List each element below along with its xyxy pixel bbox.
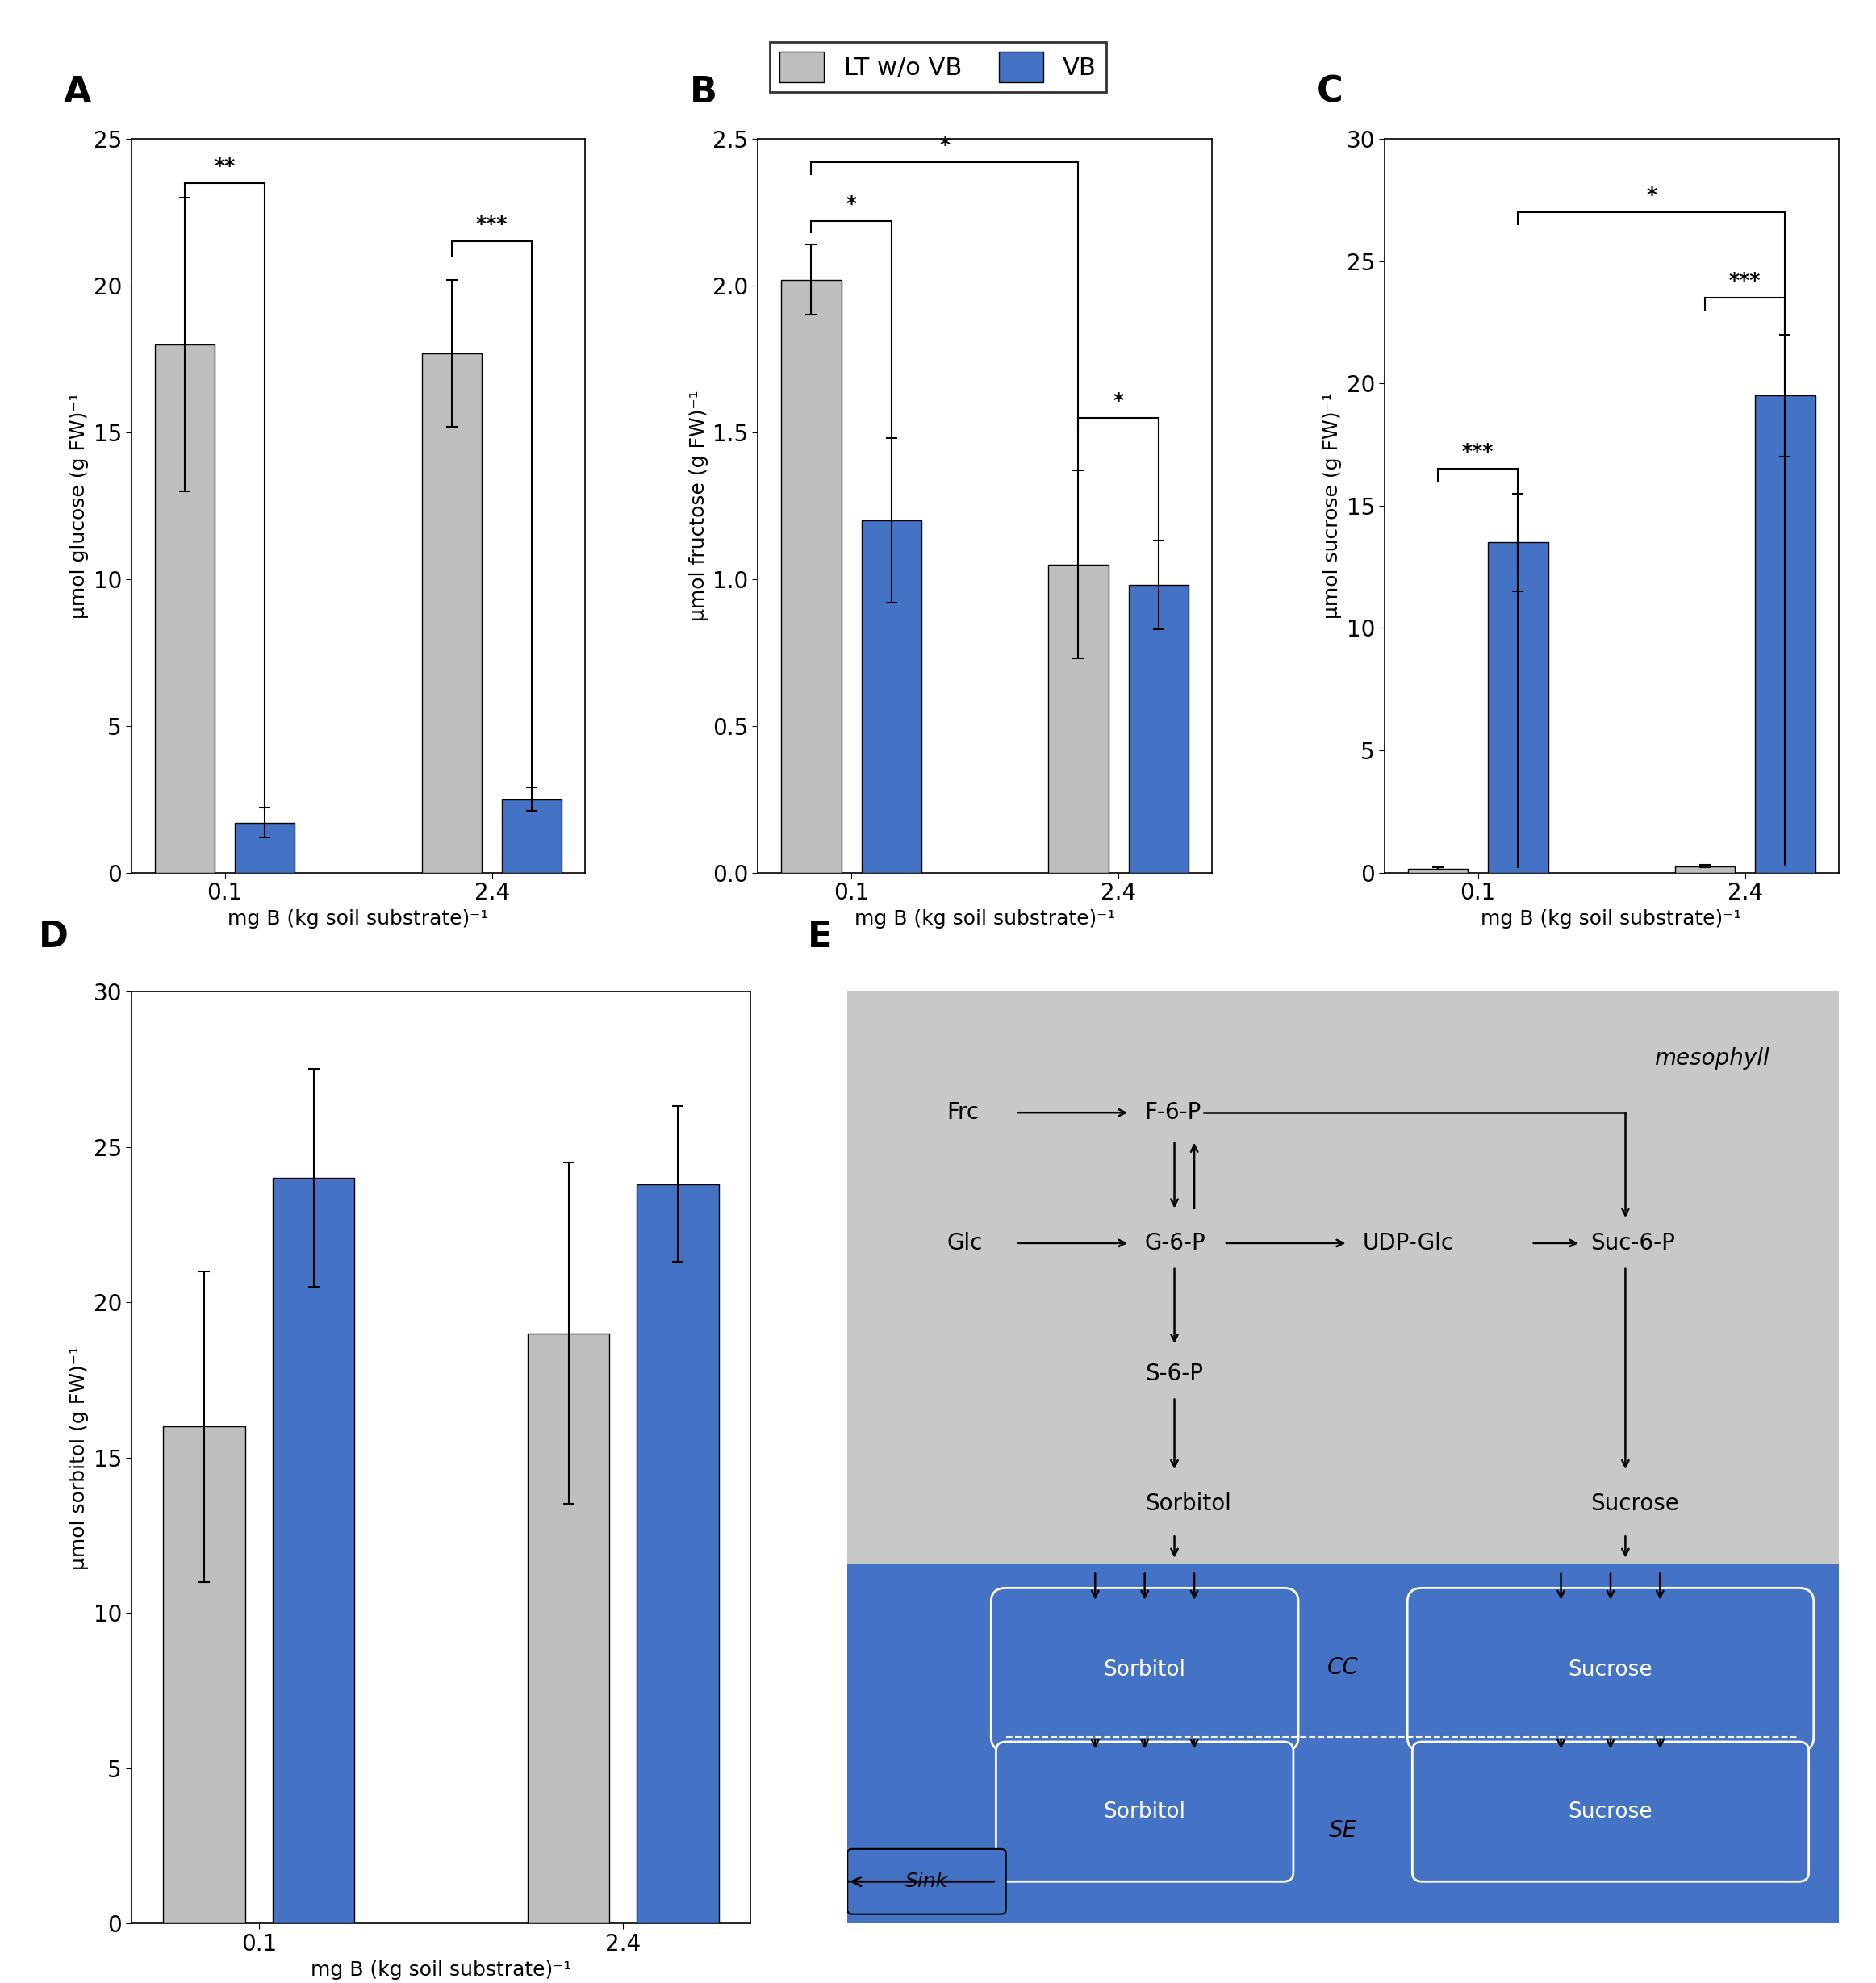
Bar bbox=[1407, 869, 1467, 873]
Bar bbox=[503, 799, 563, 873]
FancyArrowPatch shape bbox=[1608, 1573, 1613, 1598]
Text: B: B bbox=[690, 75, 717, 109]
FancyArrowPatch shape bbox=[1191, 1739, 1197, 1747]
Bar bbox=[1675, 867, 1735, 873]
Bar bbox=[848, 1565, 1838, 1924]
FancyBboxPatch shape bbox=[991, 1588, 1298, 1751]
Text: Sucrose: Sucrose bbox=[1568, 1801, 1653, 1822]
Text: Sucrose: Sucrose bbox=[1591, 1493, 1679, 1515]
Bar bbox=[422, 353, 482, 873]
Text: G-6-P: G-6-P bbox=[1144, 1231, 1206, 1255]
Bar bbox=[234, 823, 295, 873]
FancyBboxPatch shape bbox=[848, 1848, 1006, 1914]
Text: C: C bbox=[1317, 75, 1343, 109]
Text: CC: CC bbox=[1328, 1656, 1358, 1678]
FancyArrowPatch shape bbox=[1623, 1537, 1628, 1555]
Text: ***: *** bbox=[1461, 442, 1493, 462]
FancyBboxPatch shape bbox=[996, 1741, 1293, 1882]
FancyArrowPatch shape bbox=[1171, 1269, 1178, 1341]
Bar bbox=[1488, 541, 1548, 873]
Text: S-6-P: S-6-P bbox=[1144, 1362, 1203, 1384]
FancyArrowPatch shape bbox=[1191, 1144, 1197, 1208]
Text: Suc-6-P: Suc-6-P bbox=[1591, 1231, 1675, 1255]
FancyArrowPatch shape bbox=[1657, 1573, 1664, 1598]
FancyArrowPatch shape bbox=[852, 1878, 994, 1886]
FancyArrowPatch shape bbox=[1092, 1739, 1099, 1747]
Bar bbox=[527, 1333, 610, 1924]
Text: Sink: Sink bbox=[906, 1872, 947, 1892]
FancyArrowPatch shape bbox=[1623, 1269, 1628, 1467]
Text: F-6-P: F-6-P bbox=[1144, 1101, 1201, 1124]
FancyArrowPatch shape bbox=[1623, 1208, 1628, 1216]
Text: *: * bbox=[846, 194, 857, 214]
FancyArrowPatch shape bbox=[1141, 1573, 1148, 1598]
Text: Sorbitol: Sorbitol bbox=[1103, 1801, 1186, 1822]
FancyArrowPatch shape bbox=[1557, 1739, 1565, 1747]
FancyArrowPatch shape bbox=[837, 1878, 850, 1886]
Text: *: * bbox=[1647, 186, 1657, 204]
Bar bbox=[154, 345, 214, 873]
Bar bbox=[780, 280, 840, 873]
Text: *: * bbox=[940, 135, 949, 155]
Bar bbox=[272, 1178, 355, 1924]
Y-axis label: μmol sucrose (g FW)⁻¹: μmol sucrose (g FW)⁻¹ bbox=[1323, 393, 1341, 619]
FancyArrowPatch shape bbox=[1171, 1142, 1178, 1206]
Text: D: D bbox=[38, 920, 68, 954]
Y-axis label: μmol glucose (g FW)⁻¹: μmol glucose (g FW)⁻¹ bbox=[69, 393, 88, 619]
X-axis label: mg B (kg soil substrate)⁻¹: mg B (kg soil substrate)⁻¹ bbox=[311, 1959, 572, 1979]
Text: Sorbitol: Sorbitol bbox=[1144, 1493, 1231, 1515]
Bar bbox=[1129, 585, 1189, 873]
FancyArrowPatch shape bbox=[1533, 1239, 1576, 1247]
Text: ***: *** bbox=[1730, 272, 1762, 290]
FancyBboxPatch shape bbox=[837, 982, 1848, 1598]
X-axis label: mg B (kg soil substrate)⁻¹: mg B (kg soil substrate)⁻¹ bbox=[854, 908, 1116, 928]
FancyArrowPatch shape bbox=[1171, 1400, 1178, 1467]
Bar bbox=[1049, 565, 1109, 873]
Bar bbox=[1756, 397, 1816, 873]
FancyArrowPatch shape bbox=[1171, 1537, 1178, 1555]
FancyArrowPatch shape bbox=[1557, 1573, 1565, 1598]
X-axis label: mg B (kg soil substrate)⁻¹: mg B (kg soil substrate)⁻¹ bbox=[227, 908, 490, 928]
Text: Glc: Glc bbox=[947, 1231, 983, 1255]
FancyBboxPatch shape bbox=[1413, 1741, 1808, 1882]
X-axis label: mg B (kg soil substrate)⁻¹: mg B (kg soil substrate)⁻¹ bbox=[1480, 908, 1743, 928]
FancyArrowPatch shape bbox=[1019, 1239, 1126, 1247]
FancyArrowPatch shape bbox=[1092, 1573, 1099, 1598]
FancyArrowPatch shape bbox=[1019, 1108, 1126, 1116]
Legend: LT w/o VB, VB: LT w/o VB, VB bbox=[769, 42, 1107, 91]
Y-axis label: μmol fructose (g FW)⁻¹: μmol fructose (g FW)⁻¹ bbox=[688, 391, 707, 621]
Text: Sorbitol: Sorbitol bbox=[1103, 1660, 1186, 1680]
Y-axis label: μmol sorbitol (g FW)⁻¹: μmol sorbitol (g FW)⁻¹ bbox=[69, 1344, 88, 1571]
Bar bbox=[163, 1426, 246, 1924]
Text: mesophyll: mesophyll bbox=[1655, 1047, 1769, 1071]
Text: Frc: Frc bbox=[947, 1101, 979, 1124]
FancyArrowPatch shape bbox=[1608, 1739, 1613, 1747]
FancyBboxPatch shape bbox=[1407, 1588, 1814, 1751]
Text: SE: SE bbox=[1328, 1818, 1356, 1842]
FancyArrowPatch shape bbox=[1191, 1573, 1197, 1598]
FancyArrowPatch shape bbox=[1227, 1239, 1343, 1247]
Bar bbox=[636, 1184, 719, 1924]
Text: UDP-Glc: UDP-Glc bbox=[1362, 1231, 1454, 1255]
FancyArrowPatch shape bbox=[1657, 1739, 1664, 1747]
FancyArrowPatch shape bbox=[1141, 1739, 1148, 1747]
Text: Sucrose: Sucrose bbox=[1568, 1660, 1653, 1680]
Text: E: E bbox=[809, 920, 833, 954]
Text: A: A bbox=[64, 75, 92, 109]
Text: ***: *** bbox=[477, 214, 508, 234]
Text: **: ** bbox=[214, 157, 234, 176]
Text: *: * bbox=[1112, 391, 1124, 410]
Bar bbox=[861, 520, 921, 873]
